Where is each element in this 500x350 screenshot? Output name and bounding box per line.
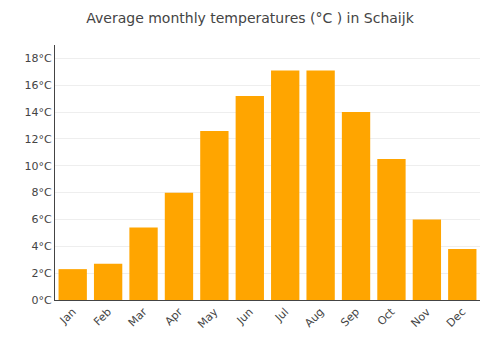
svg-text:16°C: 16°C — [25, 79, 52, 92]
svg-text:Feb: Feb — [91, 306, 114, 329]
svg-text:Average monthly temperatures (: Average monthly temperatures (°C ) in Sc… — [86, 10, 414, 26]
svg-text:2°C: 2°C — [32, 267, 52, 280]
svg-text:4°C: 4°C — [32, 240, 52, 253]
svg-text:Aug: Aug — [302, 306, 326, 330]
svg-text:Mar: Mar — [126, 305, 150, 329]
svg-text:Jul: Jul — [272, 306, 291, 325]
svg-text:Dec: Dec — [444, 306, 468, 330]
svg-text:0°C: 0°C — [32, 294, 52, 307]
svg-text:Jan: Jan — [57, 306, 79, 328]
svg-text:10°C: 10°C — [25, 160, 52, 173]
svg-text:Jun: Jun — [234, 305, 256, 327]
svg-text:Oct: Oct — [375, 305, 398, 328]
svg-text:Sep: Sep — [338, 306, 362, 330]
svg-text:12°C: 12°C — [25, 133, 52, 146]
svg-text:Nov: Nov — [409, 305, 434, 330]
svg-text:8°C: 8°C — [32, 186, 52, 199]
svg-text:6°C: 6°C — [32, 213, 52, 226]
svg-text:Apr: Apr — [162, 305, 185, 328]
svg-text:18°C: 18°C — [25, 52, 52, 65]
svg-text:14°C: 14°C — [25, 106, 52, 119]
svg-text:May: May — [195, 305, 221, 331]
